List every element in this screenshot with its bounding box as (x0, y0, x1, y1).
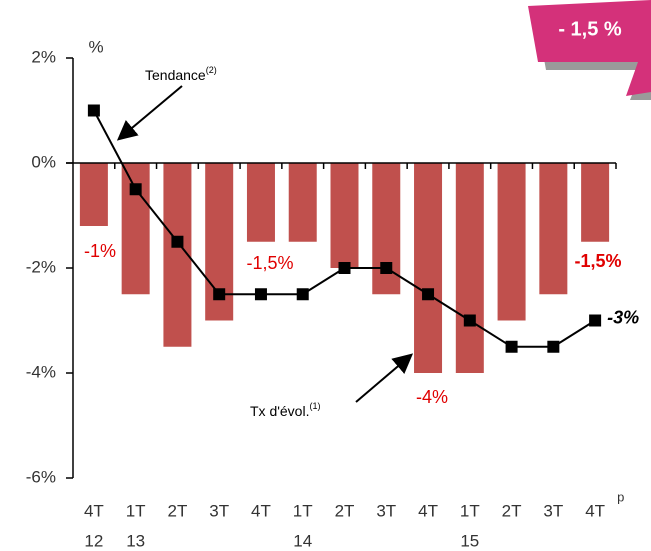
bar (121, 163, 150, 295)
y-tick-label: -4% (26, 362, 56, 381)
bar (539, 163, 568, 295)
marker (171, 235, 184, 248)
data-label: -4% (416, 387, 448, 407)
series-name: Tendance (145, 67, 206, 83)
data-label: -3% (607, 307, 639, 327)
banner-text: - 1,5 % (558, 18, 622, 40)
x-tick-label: 4T (418, 501, 438, 520)
bar (330, 163, 359, 268)
series-name: Tx d'évol. (250, 403, 309, 419)
x-tick-year: 12 (84, 531, 103, 550)
x-tick-label: 4T (585, 501, 605, 520)
marker (338, 262, 351, 274)
arrow (355, 353, 414, 403)
series-note: (1) (309, 401, 320, 411)
x-tick-year: 15 (460, 531, 479, 550)
bar (414, 163, 443, 373)
x-tick-label: 4T (251, 501, 271, 520)
marker (213, 288, 226, 301)
x-note: p (617, 489, 624, 504)
x-tick-label: 3T (376, 501, 396, 520)
y-unit: % (88, 37, 103, 56)
y-tick-label: -2% (26, 257, 56, 276)
x-tick-label: 2T (335, 501, 355, 520)
marker (505, 340, 518, 353)
x-tick-year: 14 (293, 531, 312, 550)
marker (129, 183, 142, 196)
marker (463, 314, 476, 327)
data-label: -1,5% (574, 251, 621, 271)
series-note: (2) (206, 65, 217, 75)
marker (589, 314, 602, 327)
x-tick-label: 2T (168, 501, 188, 520)
data-label: -1% (84, 241, 116, 261)
marker (296, 288, 309, 301)
bar (581, 163, 610, 242)
x-tick-label: 1T (293, 501, 313, 520)
arrow (116, 85, 183, 141)
marker (254, 288, 267, 301)
x-tick-label: 1T (126, 501, 146, 520)
banner (528, 0, 651, 96)
marker (380, 262, 393, 274)
x-tick-label: 3T (209, 501, 229, 520)
marker (547, 340, 560, 353)
bar (497, 163, 526, 321)
x-tick-label: 1T (460, 501, 480, 520)
series-label: Tendance(2) (145, 65, 217, 82)
series-label: Tx d'évol.(1) (250, 401, 320, 418)
y-tick-label: 2% (31, 47, 56, 66)
x-tick-label: 3T (543, 501, 563, 520)
y-tick-label: -6% (26, 467, 56, 486)
data-label: -1,5% (246, 253, 293, 273)
marker (87, 104, 100, 117)
bar (79, 163, 108, 226)
x-tick-label: 2T (502, 501, 522, 520)
bar (455, 163, 484, 373)
x-tick-label: 4T (84, 501, 104, 520)
bar (246, 163, 275, 242)
bar (288, 163, 317, 242)
x-tick-year: 13 (126, 531, 145, 550)
marker (422, 288, 435, 301)
y-tick-label: 0% (31, 152, 56, 171)
